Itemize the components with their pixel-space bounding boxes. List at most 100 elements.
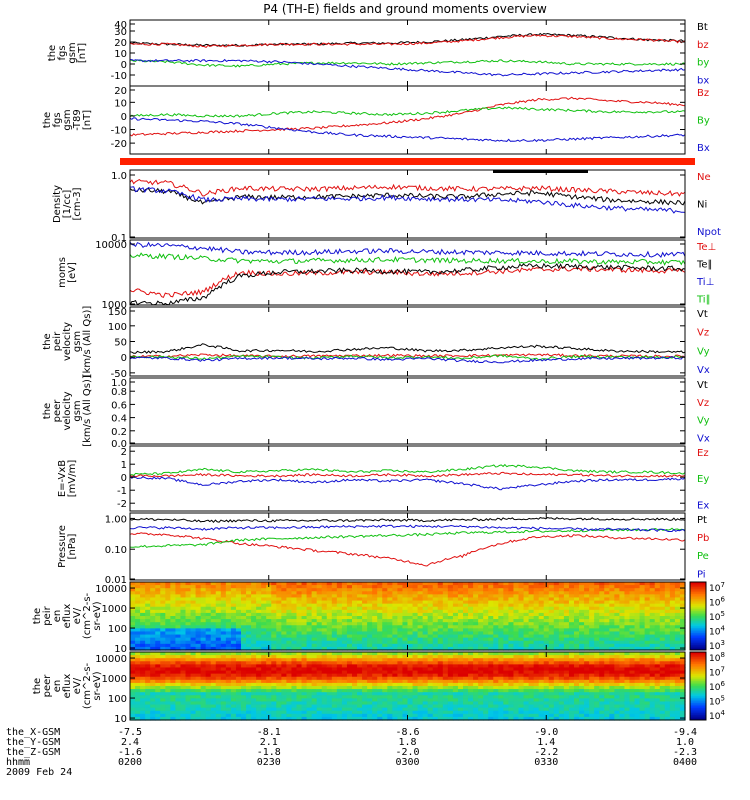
legend-label: Ti⊥ [696, 277, 714, 288]
y-tick-label: 20 [114, 38, 127, 49]
legend-label: Ni [697, 200, 707, 211]
y-tick-label: -10 [111, 71, 127, 82]
legend-p2: Bz By Bx [697, 88, 710, 154]
y-tick-label: 0.8 [111, 387, 127, 398]
spectrogram-p9 [130, 582, 686, 651]
colorbar-tick-label: 107 [709, 666, 725, 679]
legend-p7: Ez Ey Ex [697, 448, 709, 511]
series-line-Te∥ [129, 262, 686, 306]
legend-label: bz [697, 40, 709, 51]
legend-p1: Bt bz by bx [697, 22, 709, 86]
y-tick-label: 1 [121, 460, 127, 471]
legend-label: Ey [697, 474, 709, 485]
legend-label: Vz [697, 328, 709, 339]
legend-label: Vx [697, 365, 710, 376]
y-tick-label: 50 [114, 338, 127, 349]
y-axis-label: Pressure [57, 525, 68, 568]
ephemeris-row-label: the_X-GSM [6, 727, 60, 738]
colorbar-tick-label: 104 [709, 709, 725, 722]
legend-label: Ti∥ [696, 294, 711, 305]
panel-p6: the peer velocity gsm [km/s (All Qs)] VtVzVyV… [42, 375, 710, 450]
y-axis-label: eV/ [72, 607, 83, 624]
panel-p10: the peer en eflux eV/(cm^2-s-sr-eV) 108 107106… [32, 651, 725, 725]
y-axis-label: peer [42, 674, 53, 698]
y-tick-label: 40 [114, 20, 127, 31]
y-axis-label: E=-VxB [57, 460, 68, 497]
y-tick-label: 0 [121, 60, 127, 71]
legend-label: Bx [697, 143, 710, 154]
y-tick-label: 10 [114, 49, 127, 60]
y-axis-label: sr-eV) [92, 601, 103, 630]
y-tick-label: 1.0 [111, 171, 127, 182]
y-axis-label: eV/ [72, 677, 83, 694]
y-axis-label: the [32, 608, 43, 624]
legend-label: Npot [697, 227, 721, 238]
y-axis-label: eflux [62, 604, 73, 629]
y-axis-label: [km/s (All Qs)] [82, 375, 93, 447]
ephemeris-value: 0200 [118, 757, 142, 768]
y-axis-label: [eV] [67, 262, 78, 283]
legend-label: Vy [697, 416, 710, 427]
legend-label: Vy [697, 346, 710, 357]
legend-label: by [697, 58, 709, 69]
series-group-p4 [129, 241, 686, 306]
legend-label: Te∥ [696, 259, 713, 270]
ephemeris-value: 0230 [257, 757, 281, 768]
legend-p6: Vt Vz Vy Vx [697, 380, 710, 444]
y-tick-label: 10000 [95, 584, 127, 595]
series-line-bz [129, 34, 686, 49]
panel-frame [129, 445, 686, 512]
series-line-Vt [129, 343, 686, 354]
spectrogram-p10 [130, 652, 686, 721]
y-axis-label: Density [52, 185, 63, 223]
y-axis-label: peir [42, 605, 53, 625]
y-tick-label: 1000 [102, 300, 127, 311]
y-tick-label: 0.0 [111, 439, 127, 450]
legend-label: Ex [697, 500, 709, 511]
series-line-Ni [129, 186, 686, 206]
series-line-bx [130, 58, 686, 77]
ephemeris-value: -2.3 [673, 747, 697, 758]
legend-label: Pt [697, 515, 707, 526]
y-axis-label: fgs [52, 112, 63, 127]
colorbar-tick-label: 105 [709, 695, 725, 708]
legend-label: Vt [697, 309, 708, 320]
y-tick-label: -1 [117, 486, 127, 497]
series-line-Vy [129, 354, 686, 361]
colorbar-tick-label: 106 [709, 680, 725, 693]
ephemeris-value: -8.6 [395, 727, 419, 738]
ephemeris-value: 0400 [673, 757, 697, 768]
legend-label: Pe [697, 551, 709, 562]
y-axis-label: -T89 [72, 109, 83, 131]
colorbar-tick-label: 105 [709, 610, 725, 623]
y-tick-label: -50 [111, 369, 127, 380]
series-line-Te⊥ [129, 266, 686, 298]
series-line-Pe [129, 527, 686, 548]
y-axis-label: fgs [57, 45, 68, 60]
colorbar-tick-label: 106 [709, 596, 725, 609]
series-line-Bx [129, 117, 686, 143]
ephemeris-value: -7.5 [118, 727, 142, 738]
legend-p4: Te⊥ Te∥ Ti⊥ Ti∥ [696, 242, 716, 305]
y-axis-label: (cm^2-s- [82, 662, 93, 709]
ephemeris-value: 0330 [534, 757, 558, 768]
y-axis-label: peir [52, 331, 63, 351]
legend-label: Vt [697, 380, 708, 391]
ephemeris-value: -2.0 [395, 747, 419, 758]
y-tick-label: 1000 [102, 674, 127, 685]
quality-flag-bar [120, 158, 695, 173]
panel-p9: the peir en eflux eV/(cm^2-s-sr-eV) 107 106105… [32, 581, 725, 655]
ephemeris-value: 2.4 [121, 737, 139, 748]
series-line-Ne [129, 179, 686, 197]
ephemeris-value: -9.0 [534, 727, 558, 738]
y-axis-label: sr-eV) [92, 671, 103, 700]
y-tick-label: 10 [114, 714, 127, 725]
series-line-Ez [129, 471, 686, 478]
y-tick-label: 10000 [95, 654, 127, 665]
legend-p3: Ne Ni Npot [697, 172, 721, 238]
y-tick-label: 0 [121, 473, 127, 484]
